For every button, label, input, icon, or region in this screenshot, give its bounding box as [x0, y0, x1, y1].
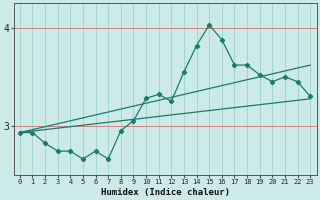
- X-axis label: Humidex (Indice chaleur): Humidex (Indice chaleur): [100, 188, 229, 197]
